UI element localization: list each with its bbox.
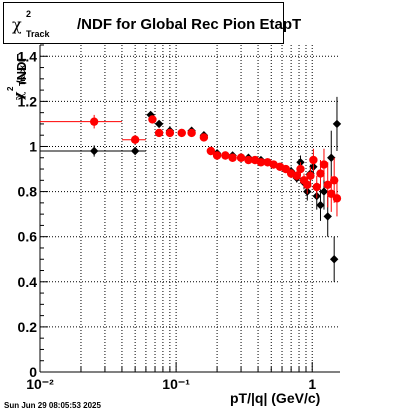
- y-tick-label: 0.6: [18, 229, 38, 245]
- data-point-black: [332, 119, 342, 129]
- data-point-red: [228, 153, 237, 162]
- data-point-red: [130, 135, 140, 144]
- y-tick-label: 0.4: [18, 274, 38, 290]
- data-point-red: [332, 194, 342, 203]
- y-tick-label: 1.2: [18, 93, 38, 109]
- data-point-red: [187, 128, 196, 138]
- data-point-red: [148, 115, 157, 124]
- data-point-red: [316, 169, 325, 178]
- data-point-black: [89, 146, 99, 156]
- data-point-red: [327, 189, 336, 199]
- x-tick-label: 1: [308, 376, 316, 392]
- x-tick-label: 10⁻¹: [162, 376, 190, 392]
- y-tick-label: 0.8: [18, 184, 38, 200]
- title-chi-symbol: χ: [12, 15, 22, 34]
- data-point-black: [316, 200, 325, 210]
- data-point-red: [306, 171, 315, 180]
- data-point-red: [329, 176, 339, 185]
- data-point-black: [329, 255, 339, 264]
- chart-title-box: χ 2 Track /NDF for Global Rec Pion EtapT: [3, 2, 301, 44]
- data-point-red: [89, 117, 99, 126]
- data-point-red: [244, 155, 253, 165]
- chart-title-text: /NDF for Global Rec Pion EtapT: [77, 16, 302, 33]
- data-point-black: [319, 187, 329, 196]
- data-point-red: [177, 128, 186, 138]
- data-point-red: [323, 180, 332, 190]
- data-point-red: [154, 128, 164, 138]
- title-chi-subscript: Track: [26, 29, 50, 39]
- y-axis-label-symbol: χ: [12, 91, 27, 100]
- y-tick-label: 1.4: [18, 48, 38, 64]
- timestamp: Sun Jun 29 08:05:53 2025: [4, 401, 101, 410]
- data-point-red: [269, 160, 278, 169]
- x-axis-label: pT/|q| (GeV/c): [230, 390, 321, 406]
- data-point-red: [312, 182, 321, 192]
- y-tick-label: 0.2: [18, 319, 38, 335]
- data-point-red: [296, 164, 305, 174]
- data-point-black: [130, 146, 140, 156]
- data-point-red: [303, 180, 312, 190]
- data-point-red: [206, 146, 216, 156]
- data-point-red: [309, 155, 318, 165]
- data-point-red: [221, 151, 230, 160]
- data-point-black: [323, 212, 332, 221]
- y-axis-label-superscript: 2: [6, 86, 15, 91]
- data-point-red: [165, 128, 175, 138]
- data-point-red: [292, 171, 301, 180]
- y-axis-label: χ 2 Track /NDF: [4, 53, 34, 116]
- data-point-red: [256, 158, 266, 167]
- data-point-red: [212, 151, 222, 160]
- title-chi-superscript: 2: [26, 9, 32, 19]
- data-point-black: [154, 119, 164, 129]
- data-point-red: [319, 160, 329, 169]
- data-point-black: [327, 153, 336, 162]
- y-tick-label: 1: [29, 138, 37, 154]
- y-axis-label-text: /NDF: [14, 53, 29, 84]
- data-point-red: [199, 133, 209, 142]
- x-tick-label: 10⁻²: [26, 376, 54, 392]
- y-tick-label: 0: [29, 364, 37, 380]
- data-point-red: [236, 153, 246, 162]
